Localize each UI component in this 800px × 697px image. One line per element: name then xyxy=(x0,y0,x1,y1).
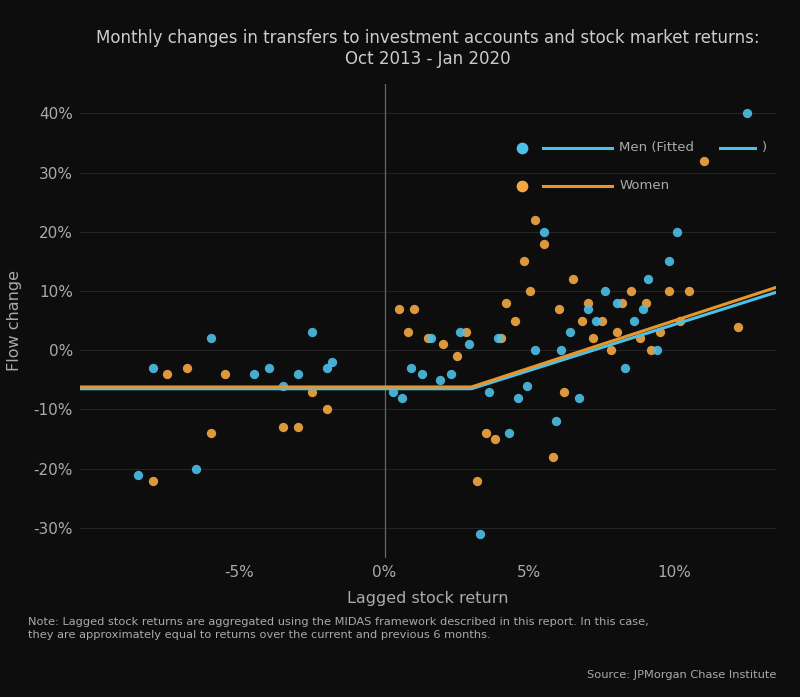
Point xyxy=(595,315,609,326)
Point xyxy=(564,327,577,338)
Point xyxy=(306,327,318,338)
Point xyxy=(650,344,663,355)
Point xyxy=(146,475,159,486)
Point xyxy=(523,285,536,296)
Point xyxy=(581,297,594,308)
Point xyxy=(407,303,420,314)
Point xyxy=(218,368,231,379)
Point xyxy=(610,327,623,338)
Point xyxy=(697,155,710,166)
Point xyxy=(529,214,542,225)
Point xyxy=(434,374,446,385)
Point xyxy=(587,332,600,344)
Point xyxy=(422,332,434,344)
Point xyxy=(190,463,202,474)
Point xyxy=(181,362,194,374)
Point xyxy=(306,386,318,397)
Point xyxy=(320,362,333,374)
Point xyxy=(662,285,675,296)
Point xyxy=(320,404,333,415)
Point xyxy=(471,475,484,486)
Point xyxy=(445,368,458,379)
Point xyxy=(552,303,565,314)
Point xyxy=(491,332,504,344)
Point xyxy=(575,315,588,326)
Point xyxy=(291,368,304,379)
Point xyxy=(277,422,290,433)
Text: Note: Lagged stock returns are aggregated using the MIDAS framework described in: Note: Lagged stock returns are aggregate… xyxy=(28,617,649,640)
Point xyxy=(204,427,217,439)
Point xyxy=(204,332,217,344)
Text: ): ) xyxy=(762,141,767,154)
Point xyxy=(502,427,515,439)
Point xyxy=(393,303,406,314)
Point xyxy=(538,238,550,249)
X-axis label: Lagged stock return: Lagged stock return xyxy=(347,590,509,606)
Point xyxy=(131,469,144,480)
Point xyxy=(581,303,594,314)
Point xyxy=(425,332,438,344)
Point xyxy=(555,344,568,355)
Point xyxy=(572,392,585,403)
Point xyxy=(625,285,638,296)
Point xyxy=(642,273,654,284)
Point xyxy=(634,332,646,344)
Point xyxy=(262,362,275,374)
Point xyxy=(509,315,522,326)
Title: Monthly changes in transfers to investment accounts and stock market returns:
Oc: Monthly changes in transfers to investme… xyxy=(96,29,760,68)
Point xyxy=(529,344,542,355)
Text: Women: Women xyxy=(619,179,670,192)
Point xyxy=(619,362,632,374)
Point xyxy=(277,380,290,391)
Point xyxy=(598,285,611,296)
Point xyxy=(291,422,304,433)
Point xyxy=(454,327,466,338)
Point xyxy=(520,380,533,391)
Point xyxy=(671,226,684,237)
Point xyxy=(610,297,623,308)
Point xyxy=(482,386,495,397)
Point xyxy=(518,256,530,267)
Point xyxy=(248,368,261,379)
Point xyxy=(436,339,449,350)
Point xyxy=(395,392,408,403)
Point xyxy=(566,273,579,284)
Point xyxy=(416,368,429,379)
Point xyxy=(636,303,649,314)
Point xyxy=(326,356,338,367)
Point xyxy=(459,327,472,338)
Point xyxy=(639,297,652,308)
Point xyxy=(741,107,754,118)
Point xyxy=(500,297,513,308)
Point xyxy=(604,344,617,355)
Point xyxy=(546,451,559,462)
Point xyxy=(387,386,400,397)
Point xyxy=(480,427,493,439)
Point xyxy=(462,339,475,350)
Text: Men (Fitted: Men (Fitted xyxy=(619,141,694,154)
Text: Source: JPMorgan Chase Institute: Source: JPMorgan Chase Institute xyxy=(586,670,776,680)
Point xyxy=(627,315,640,326)
Point xyxy=(146,362,159,374)
Point xyxy=(645,344,658,355)
Point xyxy=(558,386,570,397)
Point xyxy=(511,392,524,403)
Point xyxy=(674,315,686,326)
Point xyxy=(161,368,174,379)
Point xyxy=(450,351,463,362)
Point xyxy=(616,297,629,308)
Point xyxy=(474,528,486,539)
Point xyxy=(402,327,414,338)
Point xyxy=(488,434,501,445)
Point xyxy=(494,332,507,344)
Point xyxy=(538,226,550,237)
Point xyxy=(654,327,666,338)
Point xyxy=(590,315,602,326)
Point xyxy=(682,285,695,296)
Point xyxy=(662,256,675,267)
Point xyxy=(404,362,417,374)
Point xyxy=(732,321,745,332)
Y-axis label: Flow change: Flow change xyxy=(7,270,22,371)
Point xyxy=(549,415,562,427)
